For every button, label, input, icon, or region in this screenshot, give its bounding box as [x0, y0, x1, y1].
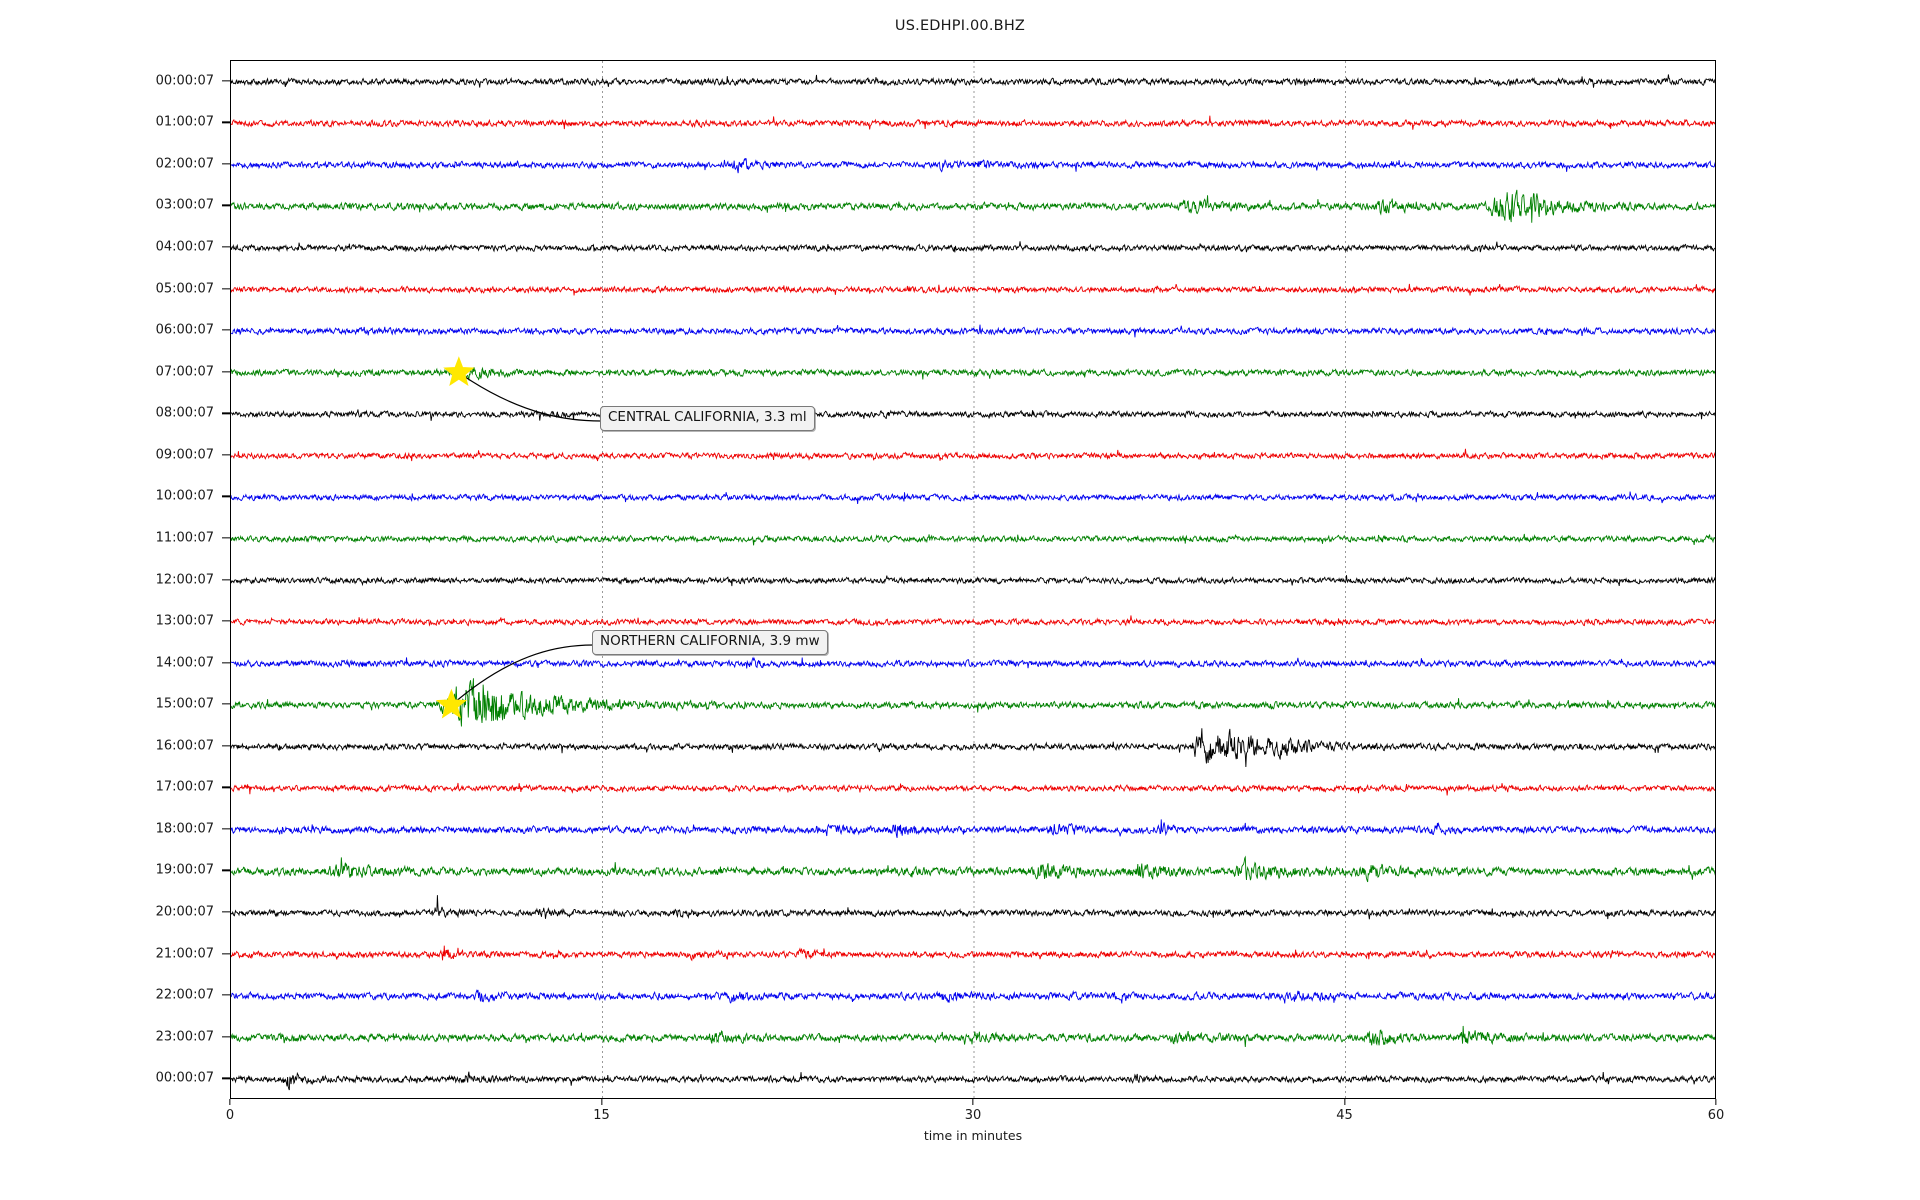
seismic-trace [231, 895, 1715, 920]
y-axis-tick [222, 163, 230, 165]
seismic-trace [231, 782, 1715, 796]
y-axis-tick-label: 15:00:07 [155, 696, 214, 712]
y-axis-tick [222, 1077, 230, 1079]
x-axis-tick-label: 30 [964, 1108, 982, 1123]
seismic-trace [231, 157, 1715, 174]
y-axis-tick [222, 495, 230, 498]
x-axis-tick-label: 45 [1336, 1108, 1353, 1123]
annotation-leader-line [458, 372, 602, 422]
annotation-leader-line [451, 644, 594, 706]
y-axis-tick [222, 204, 230, 207]
seismic-trace [231, 1071, 1715, 1091]
seismic-trace [231, 819, 1715, 838]
seismic-trace [231, 678, 1715, 727]
y-axis-tick-label: 14:00:07 [155, 655, 214, 671]
event-star-marker[interactable] [435, 688, 468, 719]
y-axis-tick-label: 22:00:07 [155, 987, 214, 1003]
y-axis-tick-label: 18:00:07 [155, 821, 214, 837]
y-axis-tick [222, 828, 230, 830]
y-axis-tick-label: 16:00:07 [155, 738, 214, 754]
seismic-trace [231, 656, 1715, 669]
y-axis-tick-label: 09:00:07 [155, 447, 214, 463]
x-axis-tick-label: 60 [1707, 1108, 1725, 1123]
page-title: US.EDHPI.00.BHZ [894, 18, 1026, 34]
y-axis-tick [222, 869, 230, 872]
y-axis-tick-label: 04:00:07 [155, 239, 214, 255]
y-axis-tick-label: 05:00:07 [155, 281, 214, 297]
y-axis-tick-label: 02:00:07 [155, 156, 214, 172]
x-axis-tick [600, 1099, 603, 1105]
y-axis-tick [222, 786, 230, 788]
seismic-trace [231, 283, 1715, 296]
seismic-trace [231, 74, 1715, 88]
seismic-trace [231, 945, 1715, 962]
seismic-trace [231, 615, 1715, 627]
seismic-trace [231, 533, 1715, 546]
seismic-trace [231, 115, 1715, 130]
x-axis-tick [229, 1099, 231, 1105]
y-axis-tick-label: 07:00:07 [155, 364, 214, 380]
y-axis-tick-label: 00:00:07 [155, 73, 214, 89]
y-axis-tick [222, 371, 230, 373]
x-axis-tick [972, 1099, 974, 1105]
y-axis-tick-label: 23:00:07 [155, 1029, 214, 1045]
y-axis-tick-label: 12:00:07 [155, 572, 214, 587]
x-axis-tick-label: 15 [593, 1108, 610, 1123]
seismic-trace [231, 448, 1715, 462]
y-axis-tick-label: 10:00:07 [155, 488, 214, 504]
seismic-trace [231, 189, 1715, 223]
y-axis-tick-label: 20:00:07 [155, 904, 214, 920]
y-axis-tick [222, 537, 230, 539]
event-star-marker[interactable] [443, 356, 475, 386]
y-axis-tick [222, 911, 230, 913]
seismic-trace [231, 241, 1715, 253]
y-axis: 00:00:07 01:00:07 02:00:07 03:00:07 04:00:07… [0, 60, 230, 1099]
seismic-trace [231, 855, 1715, 883]
y-axis-tick [222, 287, 230, 290]
y-axis-tick [222, 703, 230, 705]
seismic-trace [231, 324, 1715, 338]
x-axis-tick-label: 0 [225, 1108, 235, 1123]
plot-area [230, 60, 1716, 1099]
y-axis-tick-label: 03:00:07 [155, 197, 214, 213]
seismic-trace [231, 728, 1715, 767]
y-axis-tick [222, 412, 230, 414]
y-axis-tick [222, 121, 230, 123]
y-axis-tick [222, 80, 230, 82]
y-axis-tick-label: 21:00:07 [155, 946, 214, 962]
x-axis: 0 15 30 45 60 [226, 1099, 1724, 1139]
y-axis-tick [222, 661, 230, 664]
y-axis-tick [222, 994, 230, 996]
seismic-trace [231, 989, 1715, 1004]
x-axis-title: time in minutes [923, 1128, 1023, 1143]
seismic-trace [231, 409, 1715, 421]
seismic-trace [231, 491, 1715, 504]
y-axis-tick [222, 329, 230, 331]
seismic-trace [231, 575, 1715, 587]
y-axis-tick [222, 578, 230, 581]
y-axis-tick-label: 08:00:07 [155, 405, 214, 421]
seismic-trace [231, 366, 1715, 382]
x-axis-tick [1343, 1099, 1346, 1105]
y-axis-tick-label: 11:00:07 [155, 530, 214, 546]
seismic-trace [231, 1025, 1715, 1048]
y-axis-tick [222, 246, 230, 248]
y-axis-tick [222, 620, 230, 622]
y-axis-tick [222, 454, 230, 456]
x-axis-tick [1715, 1099, 1717, 1105]
y-axis-tick-label: 19:00:07 [155, 862, 214, 878]
y-axis-tick [222, 745, 230, 747]
event-annotation-label[interactable]: NORTHERN CALIFORNIA, 3.9 mw [592, 630, 828, 655]
y-axis-tick-label: 13:00:07 [155, 613, 214, 629]
y-axis-tick [222, 952, 230, 955]
y-axis-tick-label: 17:00:07 [155, 779, 214, 795]
y-axis-tick [222, 1036, 230, 1038]
y-axis-tick-label: 06:00:07 [155, 322, 214, 338]
y-axis-tick-label: 00:00:07 [155, 1070, 214, 1086]
event-annotation-label[interactable]: CENTRAL CALIFORNIA, 3.3 ml [600, 406, 815, 431]
trace-canvas [231, 61, 1715, 1098]
y-axis-tick-label: 01:00:07 [155, 114, 214, 130]
